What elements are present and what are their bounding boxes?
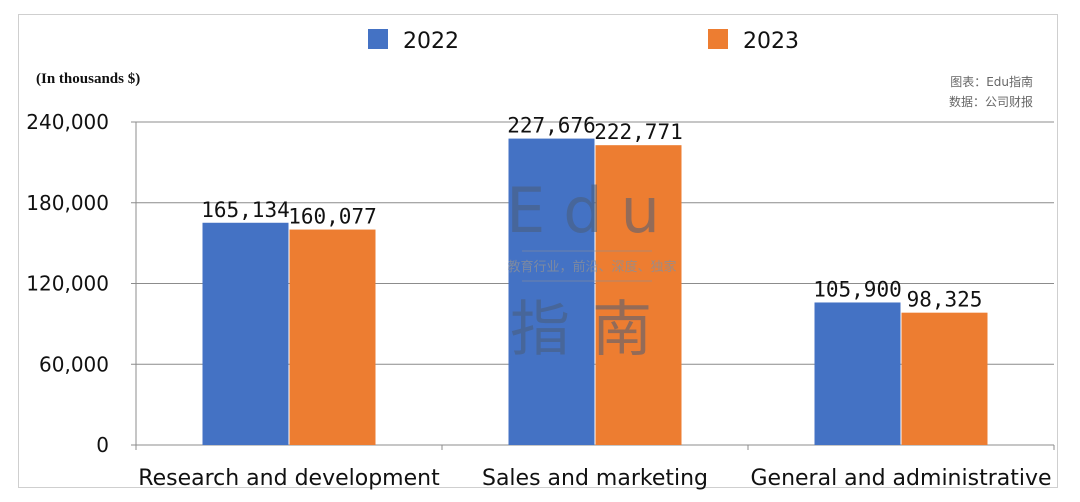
bar-2023 xyxy=(289,229,376,445)
bar-2022 xyxy=(814,302,901,445)
legend-swatch-2022 xyxy=(368,29,388,49)
source-line-2: 数据：公司财报 xyxy=(949,94,1033,109)
data-label-2023: 222,771 xyxy=(594,120,683,144)
source-line-1: 图表：Edu指南 xyxy=(950,74,1033,89)
watermark-middle: 教育行业，前沿、深度、独家 xyxy=(507,259,676,275)
bar-2023 xyxy=(901,312,988,445)
chart-frame xyxy=(18,14,1058,488)
watermark-bottom: 指南 xyxy=(510,295,674,365)
axes: 0 60,000 120,000 180,000 240,000 xyxy=(26,110,1055,457)
bar-2022 xyxy=(202,222,289,445)
watermark-top: Edu xyxy=(506,174,678,247)
bar-2023 xyxy=(595,145,682,445)
category-label: Sales and marketing xyxy=(482,466,708,491)
bar-2022 xyxy=(508,138,595,445)
data-label-2023: 160,077 xyxy=(288,205,377,229)
legend-label-2022: 2022 xyxy=(403,29,459,54)
data-label-2022: 165,134 xyxy=(201,198,290,222)
bars xyxy=(202,138,988,445)
y-tick-label: 60,000 xyxy=(39,352,109,376)
y-tick-label: 240,000 xyxy=(26,110,109,134)
legend: 2022 2023 xyxy=(368,29,799,54)
gridlines xyxy=(136,121,1054,365)
watermark: Edu 教育行业，前沿、深度、独家 指南 xyxy=(506,174,678,365)
legend-swatch-2023 xyxy=(708,29,728,49)
data-label-2023: 98,325 xyxy=(907,288,983,312)
data-label-2022: 105,900 xyxy=(813,277,902,301)
y-tick-label: 0 xyxy=(96,433,109,457)
category-label: General and administrative xyxy=(750,466,1051,491)
legend-label-2023: 2023 xyxy=(743,29,799,54)
y-tick-label: 120,000 xyxy=(26,272,109,296)
y-tick-label: 180,000 xyxy=(26,191,109,215)
category-label: Research and development xyxy=(138,466,440,491)
data-label-2022: 227,676 xyxy=(507,114,596,138)
unit-label: (In thousands $) xyxy=(36,71,140,87)
